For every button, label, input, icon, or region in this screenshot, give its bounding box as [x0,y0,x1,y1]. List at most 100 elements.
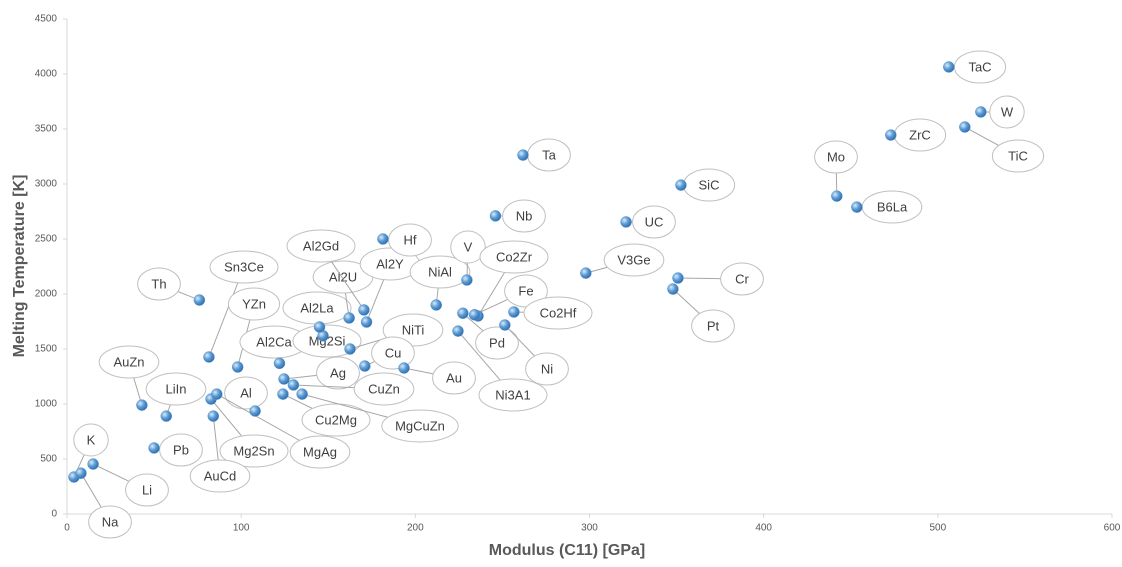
point [431,300,442,311]
point-label: Ta [542,147,557,162]
point-label: V [464,239,473,254]
y-tick-label: 4500 [35,14,58,25]
y-tick-label: 3500 [35,124,58,135]
point [149,443,160,454]
point-label: AuCd [204,468,237,483]
point [508,307,519,318]
point [211,389,222,400]
point-label: MgAg [303,444,337,459]
point-label: Sn3Ce [224,259,264,274]
x-tick-label: 500 [929,523,946,534]
point-label: K [87,432,96,447]
point [203,352,214,363]
point-label: Al2Gd [303,238,339,253]
y-tick-label: 1500 [35,344,58,355]
point-label: ZrC [909,127,931,142]
point [675,180,686,191]
point-label: Cu [385,345,402,360]
point [517,150,528,161]
point-label: Cr [735,271,749,286]
point-label: Nb [516,208,533,223]
point-label: Al2Y [376,256,404,271]
point [490,210,501,221]
point-label: TiC [1008,148,1028,163]
point-label: Cu2Mg [315,412,357,427]
point [377,234,388,245]
point [621,216,632,227]
point-label: Pb [173,442,189,457]
point-label: Co2Hf [540,305,577,320]
point-label: Na [102,514,119,529]
point [672,273,683,284]
point [453,326,464,337]
y-tick-label: 500 [40,454,57,465]
point [851,202,862,213]
point [399,363,410,374]
point-label: Al2U [329,269,357,284]
point-label: Ag [330,365,346,380]
y-tick-label: 2500 [35,234,58,245]
point [667,284,678,295]
point [314,322,325,333]
point-label: CuZn [368,381,400,396]
point [359,361,370,372]
point [279,374,290,385]
point [461,275,472,286]
point [297,389,308,400]
point [831,191,842,202]
point-label: Fe [518,283,533,298]
point [250,406,261,417]
y-tick-label: 2000 [35,289,58,300]
point-label: Pd [489,335,505,350]
point [136,400,147,411]
point-label: V3Ge [617,252,650,267]
point-label: W [1001,104,1014,119]
point-label: Th [151,276,166,291]
point-label: LiIn [166,381,187,396]
point-label: Al2La [300,300,334,315]
point-label: Al2Ca [256,334,292,349]
point [277,389,288,400]
point [959,122,970,133]
x-tick-label: 400 [755,523,772,534]
point [288,379,299,390]
point-label: Mg2Sn [233,443,274,458]
point [274,358,285,369]
point-label: NiAl [428,264,452,279]
y-tick-label: 3000 [35,179,58,190]
point [943,61,954,72]
y-axis-title: Melting Temperature [K] [11,175,28,358]
point-label: NiTi [402,322,425,337]
point-label: AuZn [113,354,144,369]
point [361,317,372,328]
y-tick-label: 4000 [35,69,58,80]
y-tick-label: 1000 [35,399,58,410]
point [580,268,591,279]
point [194,295,205,306]
point [344,312,355,323]
x-tick-label: 0 [64,523,70,534]
point [457,308,468,319]
point [345,344,356,355]
point-label: Au [446,370,462,385]
point-label: Mo [827,149,845,164]
x-tick-label: 600 [1104,523,1121,534]
point-label: Ni [541,361,553,376]
point-label: Li [142,482,152,497]
point [499,320,510,331]
point-label: B6La [877,199,908,214]
point-label: Ni3A1 [495,387,530,402]
point-label: Co2Zr [496,249,533,264]
point [469,309,480,320]
point [75,468,86,479]
point [161,411,172,422]
point-label: YZn [242,296,266,311]
point [208,411,219,422]
point [358,304,369,315]
point-label: MgCuZn [395,418,445,433]
point-label: Hf [404,232,417,247]
x-tick-label: 100 [233,523,250,534]
point-label: UC [645,214,664,229]
point [885,130,896,141]
